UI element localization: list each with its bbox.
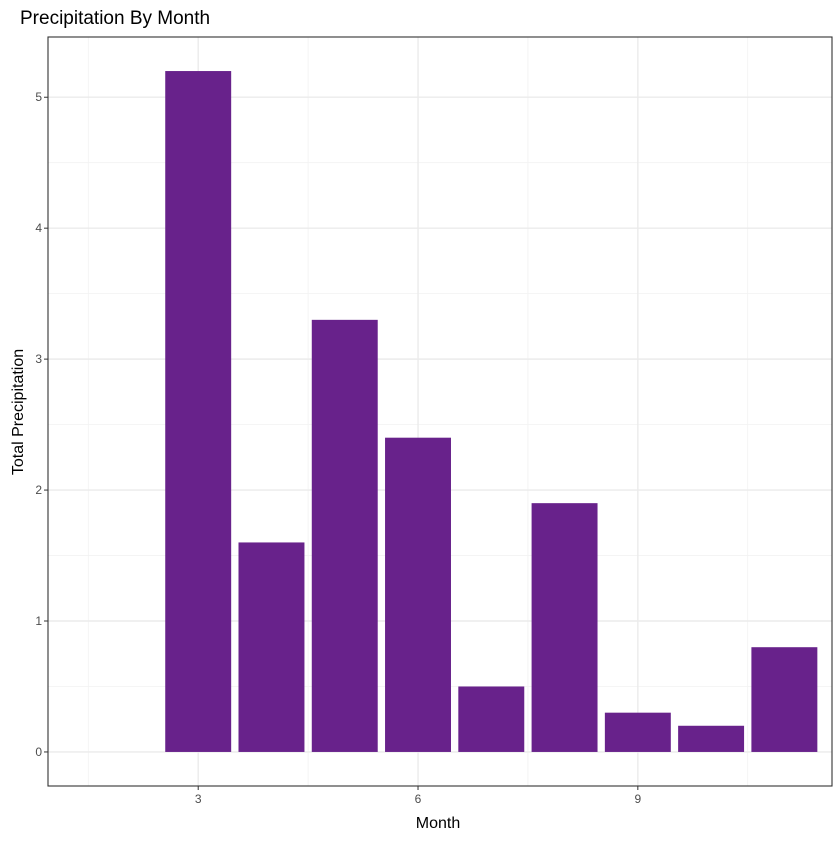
bar-month-3 — [165, 71, 232, 752]
bar-month-9 — [604, 712, 671, 752]
bar-month-8 — [531, 503, 598, 752]
y-axis-title: Total Precipitation — [10, 349, 27, 475]
y-tick-label: 4 — [35, 221, 42, 235]
chart-title: Precipitation By Month — [20, 8, 210, 29]
x-tick-label: 6 — [415, 792, 422, 806]
y-tick-label: 5 — [35, 90, 42, 104]
bar-month-6 — [385, 437, 451, 752]
y-tick-label: 1 — [35, 614, 42, 628]
y-tick-label: 3 — [35, 352, 42, 366]
x-axis-title: Month — [416, 815, 460, 832]
x-tick-label: 3 — [195, 792, 202, 806]
bar-month-11 — [751, 647, 818, 752]
y-tick-label: 0 — [35, 745, 42, 759]
bar-month-5 — [311, 319, 378, 752]
bar-month-7 — [458, 686, 525, 752]
plot-area: 0 1 2 3 4 5 3 6 9 — [35, 36, 833, 806]
y-tick-label: 2 — [35, 483, 42, 497]
bar-month-10 — [678, 725, 745, 752]
x-tick-label: 9 — [634, 792, 641, 806]
plot-border — [47, 36, 833, 787]
bar-month-4 — [238, 542, 305, 752]
